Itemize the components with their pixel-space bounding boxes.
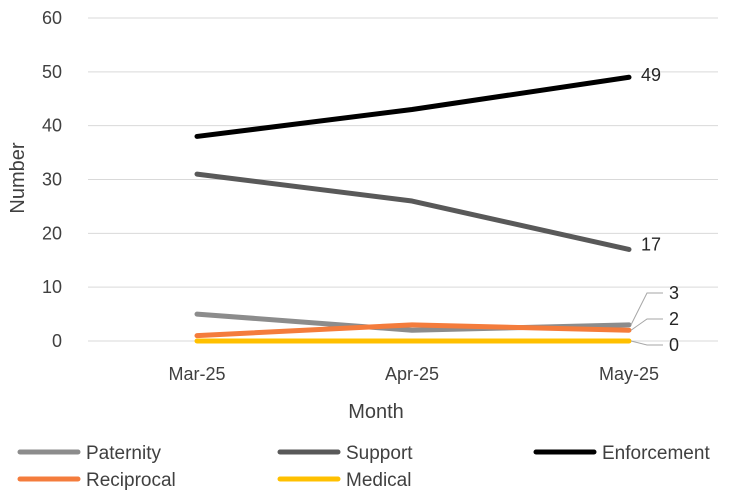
y-tick-labels: 0 10 20 30 40 50 60 — [42, 8, 62, 351]
legend-item-paternity: Paternity — [17, 443, 161, 464]
data-label: 0 — [669, 335, 679, 355]
series-line-support — [194, 171, 632, 252]
data-label-leader — [630, 340, 663, 346]
x-axis-title: Month — [348, 401, 404, 423]
legend-label: Enforcement — [602, 443, 710, 464]
y-axis-title: Number — [7, 142, 29, 213]
series-lines — [194, 74, 632, 344]
data-label-leader — [630, 318, 663, 331]
y-tick-label: 50 — [42, 62, 62, 82]
y-tick-label: 20 — [42, 223, 62, 243]
y-tick-label: 10 — [42, 277, 62, 297]
legend-item-support: Support — [277, 443, 413, 464]
x-tick-labels: Mar-25 Apr-25 May-25 — [168, 364, 659, 384]
legend-item-reciprocal: Reciprocal — [17, 470, 176, 491]
data-label: 17 — [641, 234, 661, 254]
y-tick-label: 30 — [42, 170, 62, 190]
legend-label: Medical — [346, 470, 411, 491]
data-label-leader — [630, 292, 663, 326]
y-tick-label: 40 — [42, 116, 62, 136]
data-labels: 49 17 3 2 0 — [630, 65, 679, 355]
y-tick-label: 60 — [42, 8, 62, 28]
x-tick-label: Mar-25 — [168, 364, 225, 384]
gridlines — [88, 17, 718, 342]
data-label: 3 — [669, 283, 679, 303]
data-label: 49 — [641, 65, 661, 85]
series-line-enforcement — [194, 74, 632, 139]
legend: Paternity Support Enforcement Reciprocal Med… — [17, 443, 710, 491]
x-tick-label: May-25 — [599, 364, 659, 384]
legend-label: Reciprocal — [86, 470, 176, 491]
data-label: 2 — [669, 309, 679, 329]
legend-label: Support — [346, 443, 413, 464]
x-tick-label: Apr-25 — [385, 364, 439, 384]
legend-label: Paternity — [86, 443, 161, 464]
series-line-reciprocal — [194, 322, 632, 339]
legend-item-enforcement: Enforcement — [533, 443, 710, 464]
legend-item-medical: Medical — [277, 470, 411, 491]
y-tick-label: 0 — [52, 331, 62, 351]
